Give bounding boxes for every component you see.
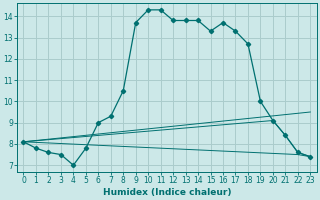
X-axis label: Humidex (Indice chaleur): Humidex (Indice chaleur) — [103, 188, 231, 197]
